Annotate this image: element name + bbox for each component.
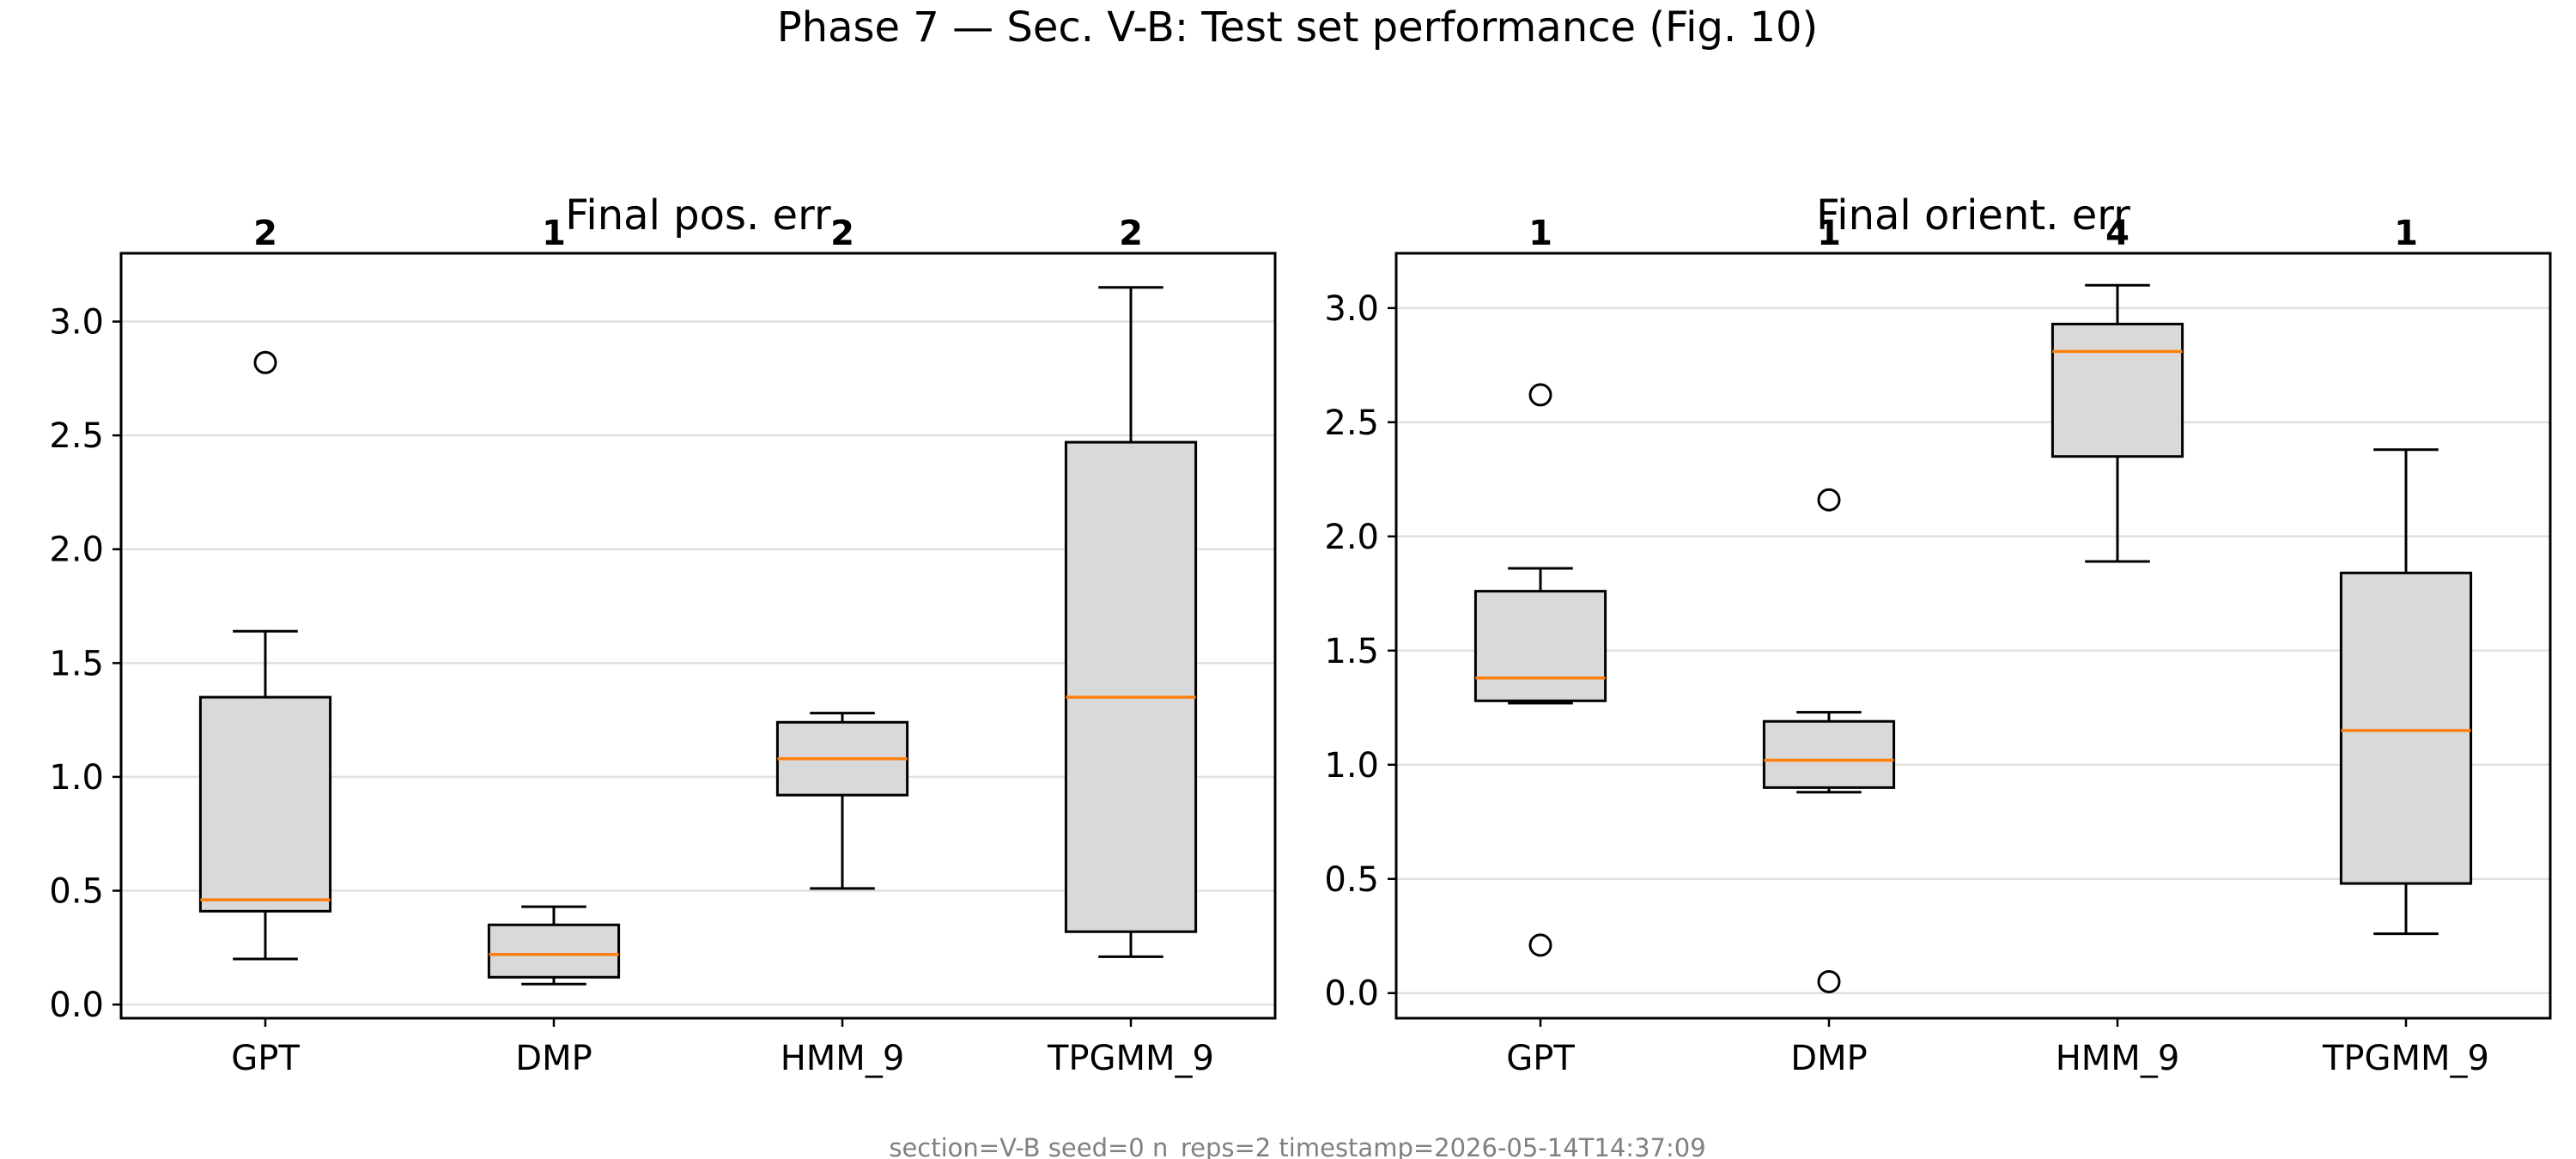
y-tick-label: 0.5 [1324,860,1379,900]
outlier-point [253,350,277,374]
y-tick-label: 2.0 [49,531,104,570]
y-tick-label: 0.5 [49,872,104,912]
box-HMM_9 [2050,283,2184,563]
box-GPT [1473,383,1607,957]
panels: 0.0 0.5 1.0 1.5 2.0 2.5 3.0 GPT 2 DMP 1 HMM_9 2 TPGMM… [49,191,2552,1078]
panel-2: 0.0 0.5 1.0 1.5 2.0 2.5 3.0 GPT 1 DMP 1 HMM_9 4 TPGMM… [1324,191,2552,1078]
box-DMP [487,905,621,986]
x-tick-label: DMP [515,1039,592,1078]
y-tick-label: 2.5 [1324,404,1379,443]
y-tick-label: 1.5 [49,644,104,683]
x-tick-label: TPGMM_9 [2322,1039,2489,1078]
box-body [198,695,332,913]
x-tick-label: DMP [1790,1039,1867,1078]
panel-title: Final pos. err [565,191,831,240]
count-label: 1 [2394,214,2418,253]
box-body [1064,440,1198,933]
box-DMP [1762,488,1896,993]
box-body [2050,322,2184,458]
outlier-point [1528,933,1552,957]
box-body [1473,590,1607,702]
y-tick-label: 2.5 [49,416,104,456]
outlier-point [1817,969,1841,993]
box-body [2339,571,2473,885]
y-tick-label: 2.0 [1324,518,1379,557]
x-tick-label: TPGMM_9 [1047,1039,1214,1078]
panel-1: 0.0 0.5 1.0 1.5 2.0 2.5 3.0 GPT 2 DMP 1 HMM_9 2 TPGMM… [49,191,1277,1078]
panel-title: Final orient. err [1816,191,2130,240]
x-tick-label: GPT [231,1039,300,1078]
x-tick-label: HMM_9 [2056,1039,2180,1078]
figure-footer: section=V-B seed=0 n_reps=2 timestamp=20… [889,1133,1705,1159]
count-label: 2 [253,214,277,253]
count-label: 2 [830,214,854,253]
box-TPGMM_9 [2339,448,2473,936]
outlier-point [1817,488,1841,512]
x-tick-label: HMM_9 [781,1039,905,1078]
plot-frame [119,252,1277,1020]
count-label: 1 [1528,214,1552,253]
count-label: 2 [1119,214,1143,253]
y-tick-label: 0.0 [1324,974,1379,1014]
y-tick-label: 3.0 [1324,289,1379,329]
y-tick-label: 1.0 [49,758,104,798]
count-label: 4 [2105,214,2129,253]
box-body [1762,719,1896,789]
y-tick-label: 0.0 [49,986,104,1025]
box-TPGMM_9 [1064,286,1198,958]
box-HMM_9 [775,712,909,890]
count-label: 1 [1817,214,1841,253]
x-tick-label: GPT [1506,1039,1575,1078]
plot-frame [1394,252,2552,1020]
figure-title: Phase 7 — Sec. V-B: Test set performance… [777,3,1819,52]
box-GPT [198,350,332,961]
count-label: 1 [542,214,566,253]
box-body [487,923,621,979]
y-tick-label: 1.0 [1324,746,1379,786]
y-tick-label: 3.0 [49,303,104,343]
outlier-point [1528,383,1552,407]
y-tick-label: 1.5 [1324,632,1379,671]
